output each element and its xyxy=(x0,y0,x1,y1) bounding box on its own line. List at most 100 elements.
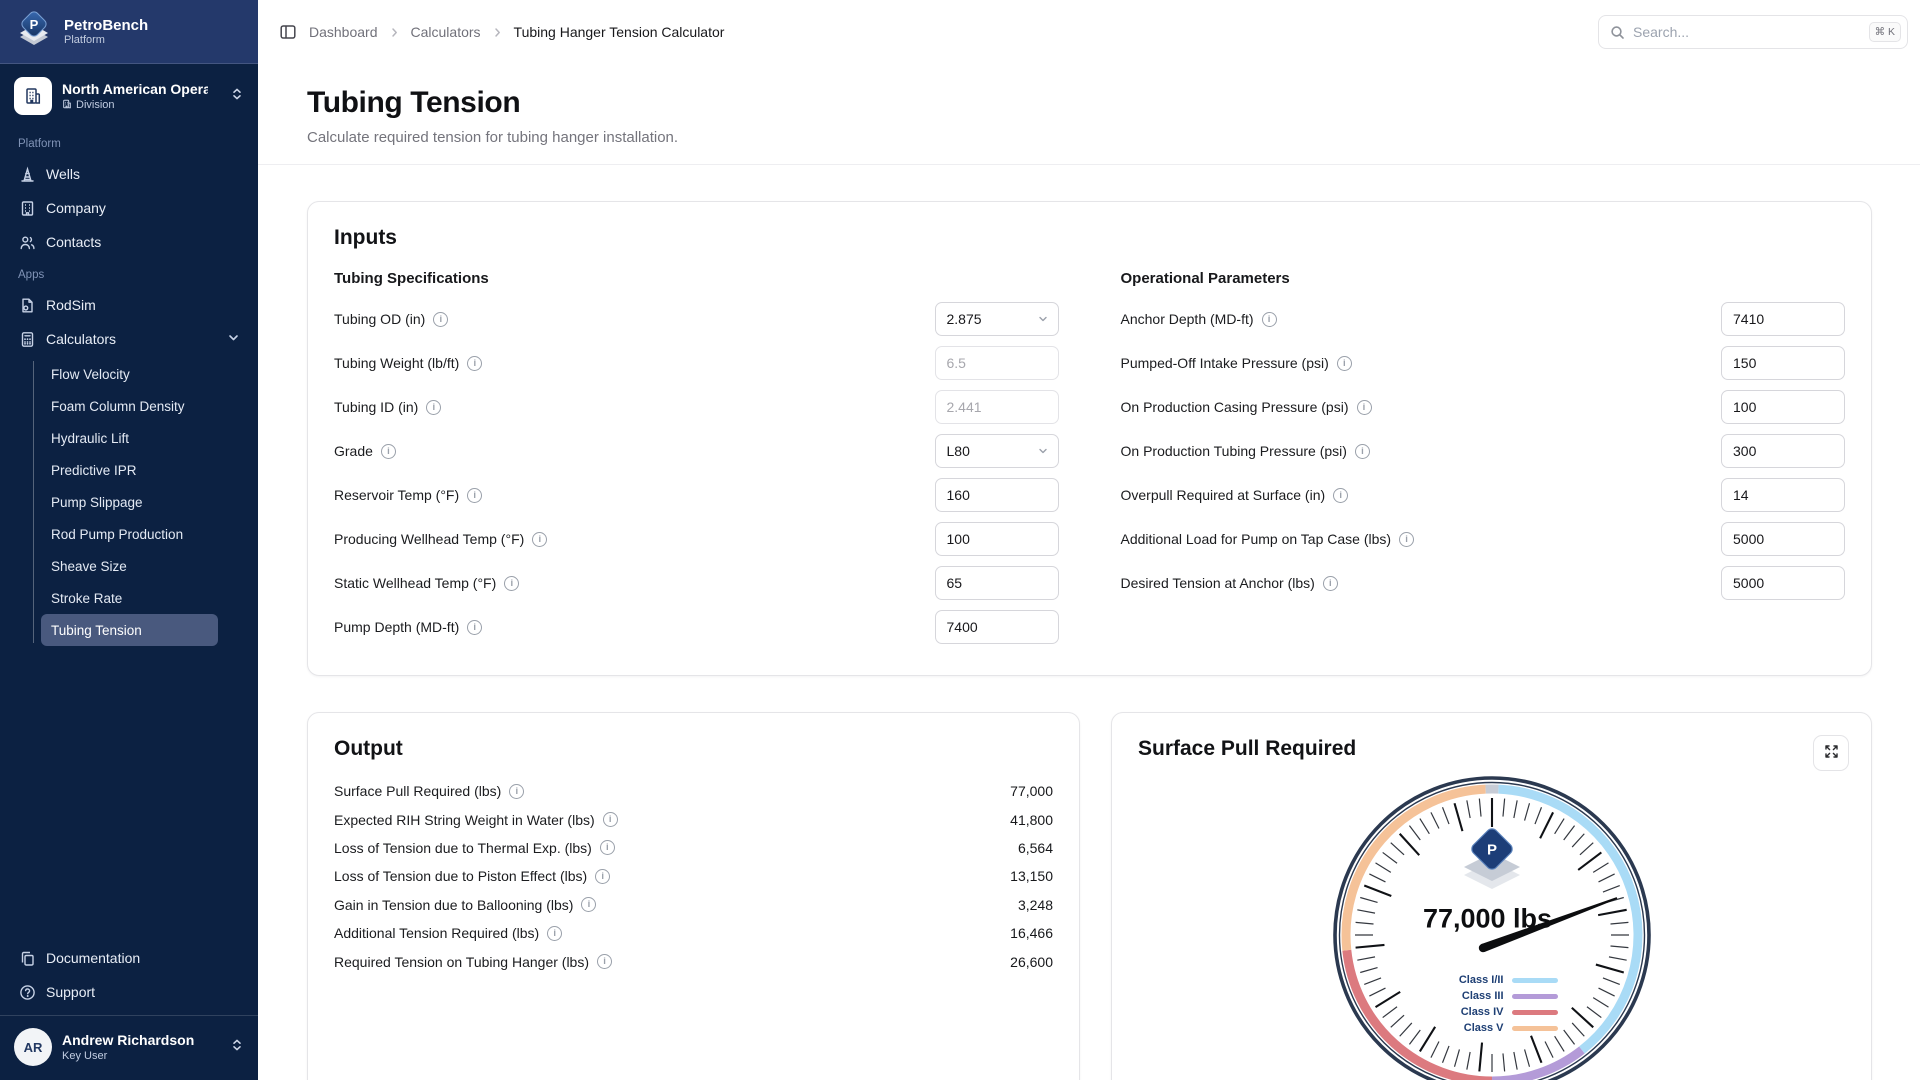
legend-label: Class I/II xyxy=(1458,974,1504,986)
search-input[interactable] xyxy=(1633,24,1861,40)
info-icon[interactable] xyxy=(581,897,597,913)
documentation-icon xyxy=(18,950,36,967)
breadcrumb-calculators[interactable]: Calculators xyxy=(410,24,481,40)
expand-button[interactable] xyxy=(1813,735,1849,771)
operational-params-heading: Operational Parameters xyxy=(1120,270,1290,287)
sidebar-item-label: Calculators xyxy=(46,331,117,347)
info-icon[interactable] xyxy=(380,443,396,459)
sidebar-item-predictive-ipr[interactable]: Predictive IPR xyxy=(51,462,137,478)
gauge-logo-icon: P xyxy=(1463,828,1520,889)
field-row: On Production Casing Pressure (psi) xyxy=(1120,385,1845,429)
org-selector[interactable]: North American Opera Division xyxy=(0,64,258,124)
field-label: Pumped-Off Intake Pressure (psi) xyxy=(1120,355,1329,371)
breadcrumb-current: Tubing Hanger Tension Calculator xyxy=(513,24,725,40)
tubing-specifications-column: Tubing Specifications Tubing OD (in) 2.8… xyxy=(334,270,1059,649)
anchor-depth-input[interactable] xyxy=(1721,302,1845,336)
info-icon[interactable] xyxy=(509,783,525,799)
legend-swatch xyxy=(1511,1009,1558,1015)
brand-header: P PetroBench Platform xyxy=(0,0,258,64)
field-label: Pump Depth (MD-ft) xyxy=(334,619,460,635)
info-icon[interactable] xyxy=(599,840,615,856)
info-icon[interactable] xyxy=(532,531,548,547)
sidebar-item-pump-slippage[interactable]: Pump Slippage xyxy=(51,494,143,510)
info-icon[interactable] xyxy=(1261,311,1277,327)
breadcrumb-dashboard[interactable]: Dashboard xyxy=(309,24,378,40)
sidebar-item-sheave-size[interactable]: Sheave Size xyxy=(51,558,127,574)
tubing-od-select[interactable]: 2.875 xyxy=(934,302,1059,336)
info-icon[interactable] xyxy=(602,812,618,828)
info-icon[interactable] xyxy=(504,575,520,591)
sidebar-item-support[interactable]: Support xyxy=(12,975,246,1009)
info-icon[interactable] xyxy=(433,311,449,327)
field-label: Producing Wellhead Temp (°F) xyxy=(334,531,525,547)
user-role: Key User xyxy=(62,1050,108,1062)
sidebar-toggle-icon[interactable] xyxy=(279,23,297,41)
output-heading: Output xyxy=(334,737,403,760)
sidebar-item-hydraulic-lift[interactable]: Hydraulic Lift xyxy=(51,430,130,446)
field-label: Static Wellhead Temp (°F) xyxy=(334,575,497,591)
sidebar-item-contacts[interactable]: Contacts xyxy=(12,225,246,259)
info-icon[interactable] xyxy=(1322,575,1338,591)
org-icon xyxy=(14,77,52,115)
legend-label: Class III xyxy=(1461,990,1504,1002)
info-icon[interactable] xyxy=(467,355,483,371)
info-icon[interactable] xyxy=(597,954,613,970)
user-name: Andrew Richardson xyxy=(62,1032,195,1048)
producing-wellhead-temp-input[interactable] xyxy=(934,522,1059,556)
field-row: Pump Depth (MD-ft) xyxy=(334,605,1059,649)
legend-swatch xyxy=(1511,1025,1558,1031)
info-icon[interactable] xyxy=(1336,355,1352,371)
desired-tension-input[interactable] xyxy=(1721,566,1845,600)
sidebar-item-flow-velocity[interactable]: Flow Velocity xyxy=(51,366,130,382)
output-value: 6,564 xyxy=(1017,839,1053,856)
output-label: Expected RIH String Weight in Water (lbs… xyxy=(334,811,595,828)
legend-label: Class V xyxy=(1463,1022,1504,1034)
sidebar-item-company[interactable]: Company xyxy=(12,191,246,225)
legend-item: Class I/II xyxy=(1448,972,1558,988)
field-label: On Production Casing Pressure (psi) xyxy=(1120,399,1349,415)
sidebar-item-stroke-rate[interactable]: Stroke Rate xyxy=(51,590,123,606)
output-row: Gain in Tension due to Ballooning (lbs) … xyxy=(334,891,1053,919)
info-icon[interactable] xyxy=(547,925,563,941)
info-icon[interactable] xyxy=(595,868,611,884)
info-icon[interactable] xyxy=(1399,531,1415,547)
static-wellhead-temp-input[interactable] xyxy=(934,566,1059,600)
info-icon[interactable] xyxy=(1333,487,1349,503)
brand-tagline: Platform xyxy=(64,33,105,46)
sidebar-nav: Platform Wells Company Contacts Apps xyxy=(0,124,258,941)
search-icon xyxy=(1610,25,1625,40)
info-icon[interactable] xyxy=(467,619,483,635)
sidebar-item-tubing-tension[interactable]: Tubing Tension xyxy=(41,614,218,646)
field-label: Additional Load for Pump on Tap Case (lb… xyxy=(1120,531,1392,547)
reservoir-temp-input[interactable] xyxy=(934,478,1059,512)
overpull-input[interactable] xyxy=(1721,478,1845,512)
user-menu[interactable]: AR Andrew Richardson Key User xyxy=(0,1015,258,1080)
sidebar-item-rodsim[interactable]: RodSim xyxy=(12,288,246,322)
avatar: AR xyxy=(14,1028,52,1066)
sidebar-item-foam-column-density[interactable]: Foam Column Density xyxy=(51,398,185,414)
info-icon[interactable] xyxy=(467,487,483,503)
output-card: Output Surface Pull Required (lbs) 77,00… xyxy=(307,712,1080,1080)
sidebar-item-wells[interactable]: Wells xyxy=(12,157,246,191)
field-label: Overpull Required at Surface (in) xyxy=(1120,487,1326,503)
info-icon[interactable] xyxy=(426,399,442,415)
grade-select[interactable]: L80 xyxy=(934,434,1059,468)
pump-depth-input[interactable] xyxy=(934,610,1059,644)
sidebar: P PetroBench Platform North American Ope… xyxy=(0,0,258,1080)
sidebar-item-documentation[interactable]: Documentation xyxy=(12,941,246,975)
additional-load-input[interactable] xyxy=(1721,522,1845,556)
pumped-off-intake-pressure-input[interactable] xyxy=(1721,346,1845,380)
info-icon[interactable] xyxy=(1356,399,1372,415)
chevron-down-icon xyxy=(1037,313,1049,325)
sidebar-item-rod-pump-production[interactable]: Rod Pump Production xyxy=(51,526,184,542)
operational-parameters-column: Operational Parameters Anchor Depth (MD-… xyxy=(1120,270,1845,649)
sidebar-item-calculators[interactable]: Calculators xyxy=(12,322,246,356)
search-box[interactable]: ⌘ K xyxy=(1598,15,1908,49)
casing-pressure-input[interactable] xyxy=(1721,390,1845,424)
tubing-pressure-input[interactable] xyxy=(1721,434,1845,468)
chevrons-up-down-icon xyxy=(230,1038,244,1057)
field-label: Grade xyxy=(334,443,373,459)
sidebar-footer: Documentation Support xyxy=(0,941,258,1015)
info-icon[interactable] xyxy=(1354,443,1370,459)
